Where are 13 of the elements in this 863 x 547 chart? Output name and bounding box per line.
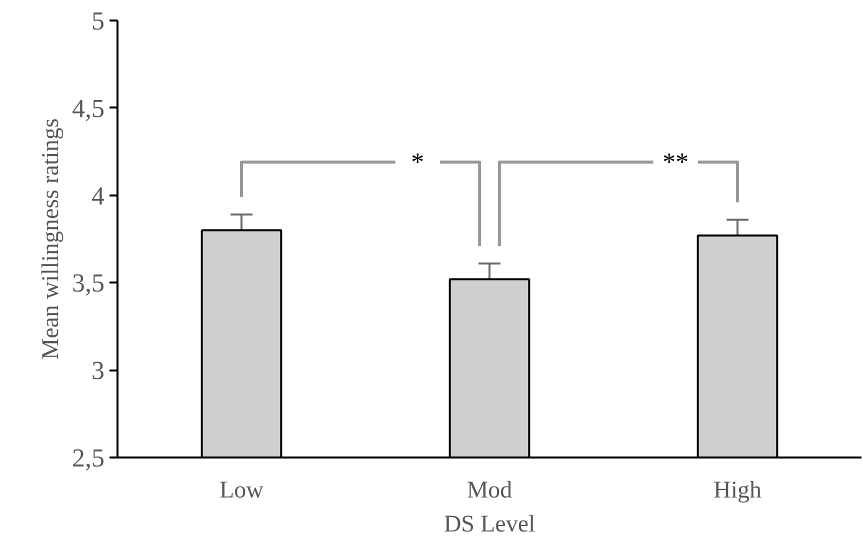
y-tick-label: 4,5 <box>72 94 104 123</box>
y-tick-label: 4 <box>92 181 104 210</box>
x-axis-title: DS Level <box>444 512 536 538</box>
x-tick-label: Low <box>220 478 264 504</box>
y-tick-label: 5 <box>92 6 104 36</box>
annotation: * <box>411 148 424 177</box>
y-tick-label: 3 <box>92 356 104 386</box>
annotation: ** <box>662 148 689 177</box>
x-tick-label: High <box>714 478 762 504</box>
y-tick-label: 2,5 <box>72 444 104 472</box>
y-tick-label: 3,5 <box>72 268 104 298</box>
x-tick-label: Mod <box>466 478 512 504</box>
y-axis-title: Mean willingness ratings <box>38 118 64 360</box>
